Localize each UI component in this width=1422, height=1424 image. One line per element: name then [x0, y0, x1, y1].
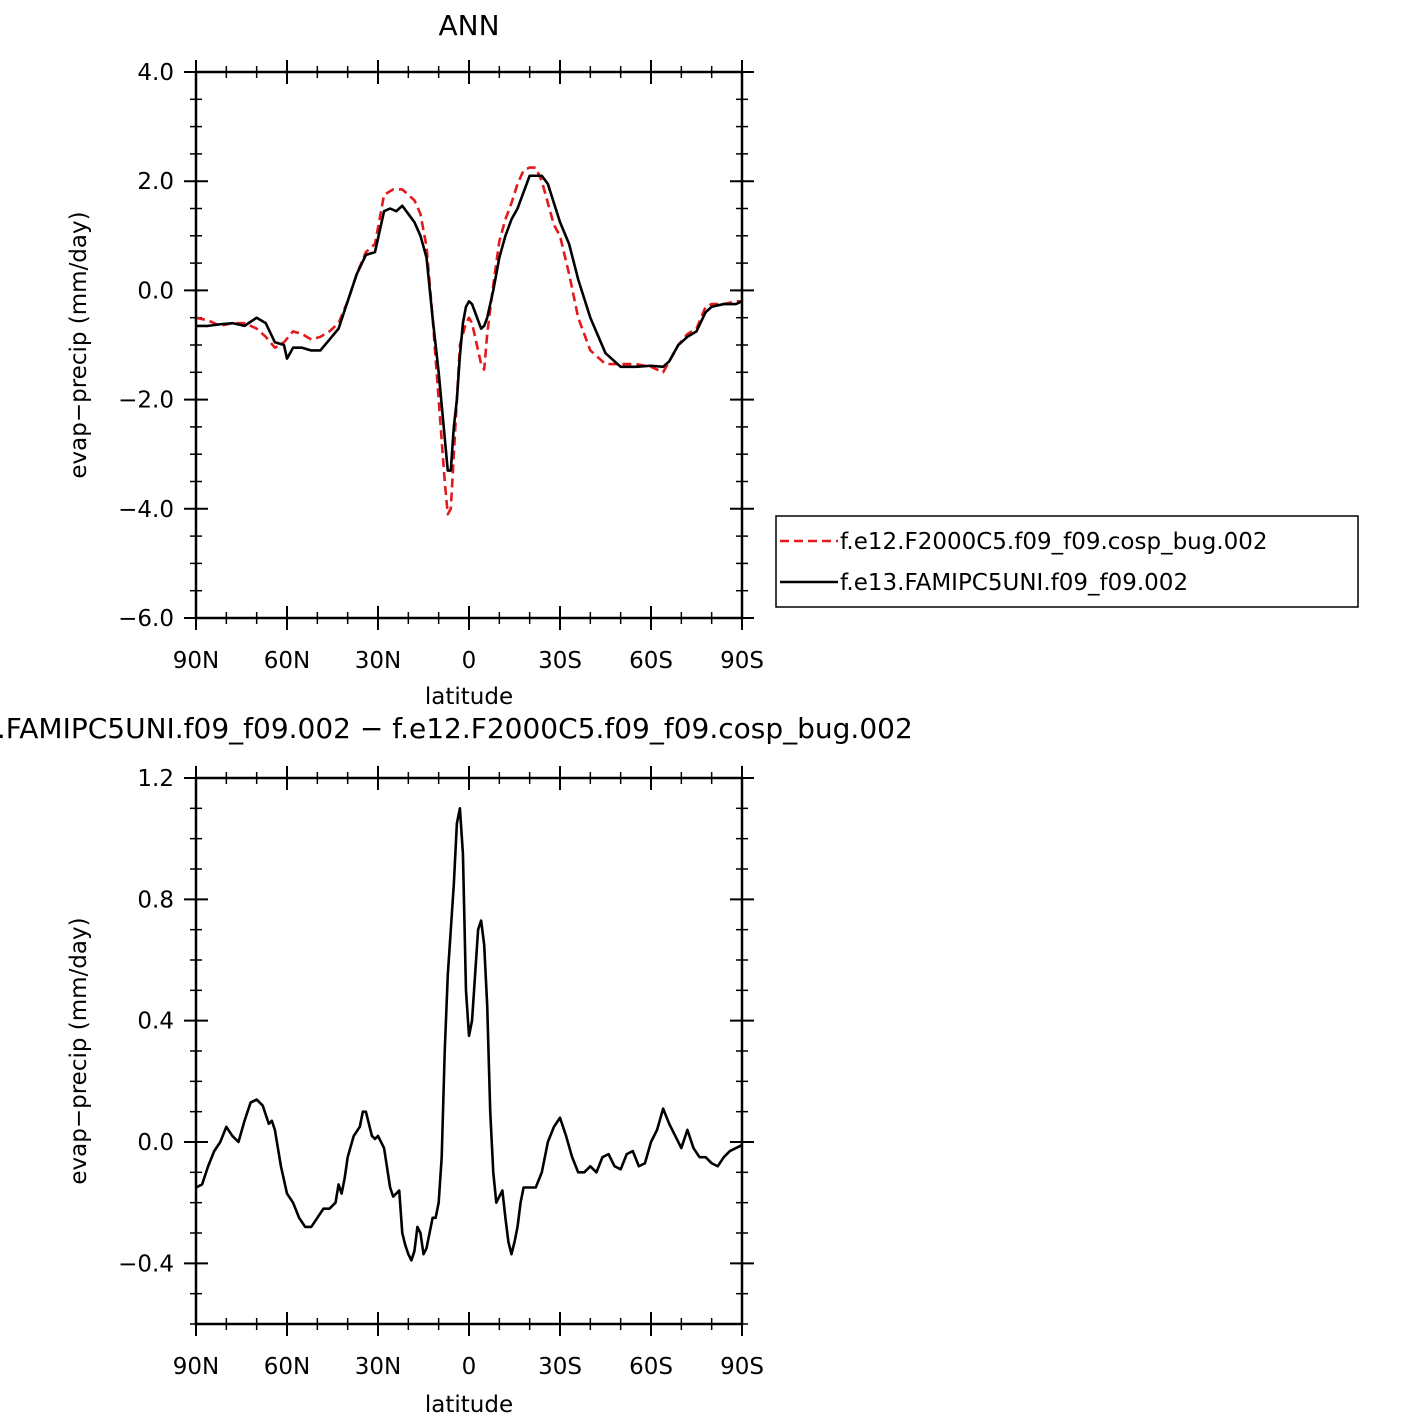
- series-line-1: [195, 166, 742, 516]
- panel-top-title: ANN: [438, 9, 499, 42]
- panel-top-xlabel: latitude: [425, 684, 513, 710]
- x-tick-label: 60N: [264, 1354, 310, 1380]
- legend-label-series-2: f.e13.FAMIPC5UNI.f09_f09.002: [840, 570, 1188, 596]
- x-tick-label: 30S: [538, 648, 582, 674]
- y-tick-label: −0.4: [118, 1251, 174, 1277]
- y-tick-label: 0.4: [137, 1009, 174, 1035]
- x-tick-label: 90S: [720, 1354, 764, 1380]
- x-tick-label: 60S: [629, 1354, 673, 1380]
- panel-bottom-series: [195, 807, 743, 1262]
- panel-top-xticks: 90N 60N 30N 0 30S 60S 90S: [173, 60, 764, 674]
- panel-bottom-title: f.e13.FAMIPC5UNI.f09_f09.002 − f.e12.F20…: [0, 712, 913, 745]
- series-line-1: [195, 807, 743, 1262]
- x-tick-label: 90N: [173, 1354, 219, 1380]
- panel-top-series: [195, 166, 743, 516]
- x-tick-label: 90S: [720, 648, 764, 674]
- panel-bottom: f.e13.FAMIPC5UNI.f09_f09.002 − f.e12.F20…: [0, 712, 913, 1418]
- y-tick-label: 4.0: [137, 60, 174, 86]
- x-tick-label: 0: [462, 648, 477, 674]
- panel-top-yticks: 4.0 2.0 0.0 −2.0 −4.0 −6.0: [118, 60, 754, 632]
- y-tick-label: −4.0: [118, 497, 174, 523]
- panel-bottom-yticks: 1.2 0.8 0.4 0.0 −0.4: [118, 766, 754, 1325]
- y-tick-label: −6.0: [118, 606, 174, 632]
- legend-box: [775, 515, 1359, 608]
- legend-label-series-1: f.e12.F2000C5.f09_f09.cosp_bug.002: [840, 529, 1268, 555]
- y-tick-label: −2.0: [118, 388, 174, 414]
- panel-top: ANN 4.0 2.0 0.0 −2.0 −4.0 −6.0 90N 60N 30N 0 30S 6…: [66, 9, 764, 710]
- y-tick-label: 0.0: [137, 1130, 174, 1156]
- series-line-2: [196, 174, 743, 472]
- x-tick-label: 30N: [355, 648, 401, 674]
- panel-bottom-xlabel: latitude: [425, 1392, 513, 1418]
- legend: f.e12.F2000C5.f09_f09.cosp_bug.002 f.e13…: [775, 515, 1359, 608]
- x-tick-label: 90N: [173, 648, 219, 674]
- y-tick-label: 0.8: [137, 887, 174, 913]
- x-tick-label: 0: [462, 1354, 477, 1380]
- x-tick-label: 30S: [538, 1354, 582, 1380]
- panel-top-ylabel: evap−precip (mm/day): [66, 211, 92, 478]
- x-tick-label: 30N: [355, 1354, 401, 1380]
- panel-bottom-ylabel: evap−precip (mm/day): [66, 917, 92, 1184]
- y-tick-label: 2.0: [137, 169, 174, 195]
- y-tick-label: 0.0: [137, 278, 174, 304]
- panel-top-frame: [194, 70, 744, 620]
- panel-bottom-frame: [194, 776, 744, 1326]
- x-tick-label: 60S: [629, 648, 673, 674]
- y-tick-label: 1.2: [137, 766, 174, 792]
- panel-bottom-xticks: 90N 60N 30N 0 30S 60S 90S: [173, 766, 764, 1380]
- x-tick-label: 60N: [264, 648, 310, 674]
